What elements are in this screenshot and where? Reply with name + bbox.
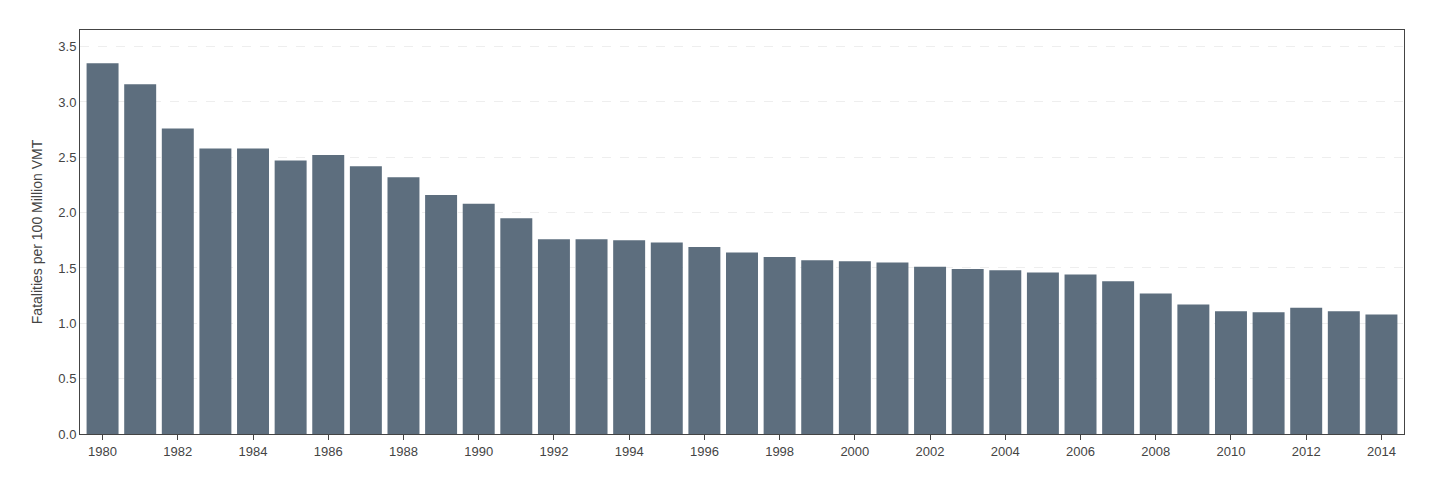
- svg-text:0.5: 0.5: [58, 371, 76, 386]
- svg-text:1988: 1988: [389, 444, 418, 459]
- svg-text:1.5: 1.5: [58, 261, 76, 276]
- svg-text:3.0: 3.0: [58, 95, 76, 110]
- svg-text:2.5: 2.5: [58, 150, 76, 165]
- svg-text:0.0: 0.0: [58, 427, 76, 442]
- svg-text:2010: 2010: [1217, 444, 1246, 459]
- svg-text:1996: 1996: [690, 444, 719, 459]
- svg-text:1986: 1986: [314, 444, 343, 459]
- svg-text:2008: 2008: [1141, 444, 1170, 459]
- svg-text:2000: 2000: [840, 444, 869, 459]
- svg-text:2012: 2012: [1292, 444, 1321, 459]
- svg-text:2002: 2002: [916, 444, 945, 459]
- svg-text:3.5: 3.5: [58, 39, 76, 54]
- svg-text:1992: 1992: [539, 444, 568, 459]
- svg-text:1980: 1980: [88, 444, 117, 459]
- svg-text:2006: 2006: [1066, 444, 1095, 459]
- svg-text:1984: 1984: [239, 444, 268, 459]
- svg-text:Fatalities per 100 Million VMT: Fatalities per 100 Million VMT: [29, 139, 45, 324]
- svg-text:2.0: 2.0: [58, 205, 76, 220]
- svg-text:1982: 1982: [163, 444, 192, 459]
- svg-text:2004: 2004: [991, 444, 1020, 459]
- svg-text:1998: 1998: [765, 444, 794, 459]
- svg-text:1994: 1994: [615, 444, 644, 459]
- svg-text:1.0: 1.0: [58, 316, 76, 331]
- svg-text:1990: 1990: [464, 444, 493, 459]
- svg-text:2014: 2014: [1367, 444, 1396, 459]
